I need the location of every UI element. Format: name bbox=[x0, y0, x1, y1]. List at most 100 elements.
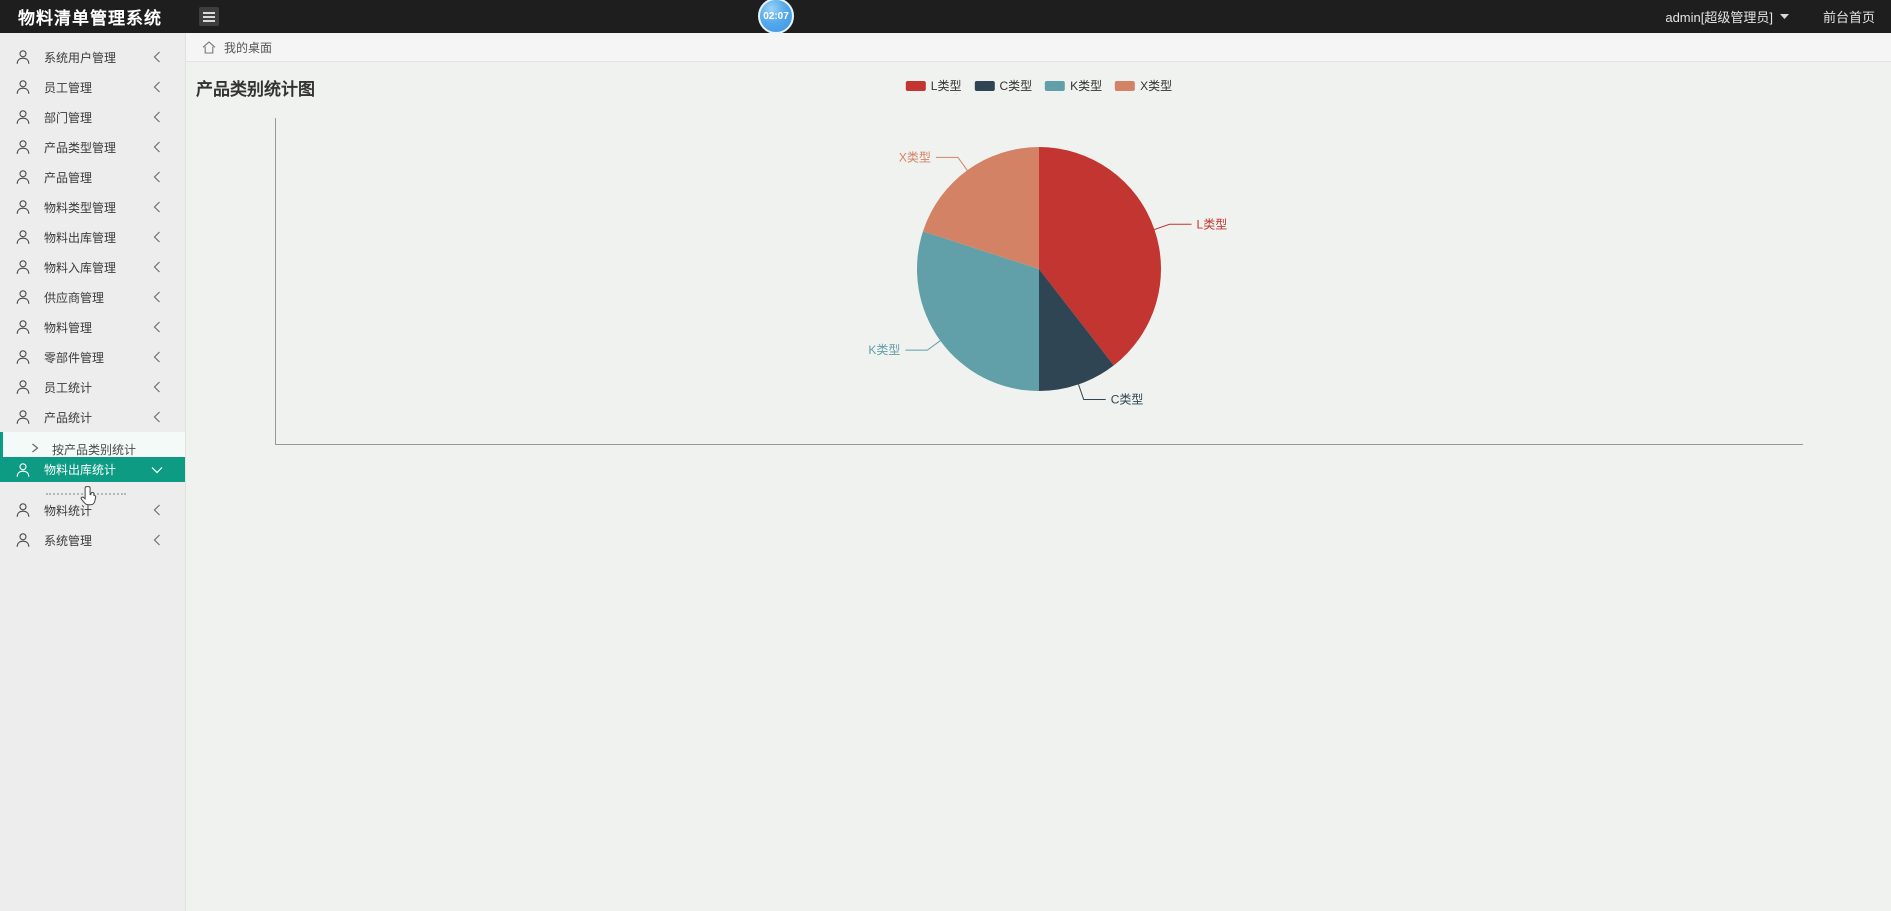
sidebar-item-11[interactable]: 员工统计 bbox=[0, 372, 185, 402]
user-icon bbox=[16, 50, 30, 64]
user-icon bbox=[16, 380, 30, 394]
user-icon bbox=[16, 533, 30, 547]
hamburger-menu-button[interactable] bbox=[199, 7, 219, 26]
pie-slice-2[interactable] bbox=[917, 231, 1039, 391]
legend-label: X类型 bbox=[1140, 79, 1173, 93]
sidebar-item-label: 系统用户管理 bbox=[44, 50, 117, 65]
user-icon bbox=[16, 110, 30, 124]
sidebar-item-6[interactable]: 物料出库管理 bbox=[0, 222, 185, 252]
chevron-left-icon bbox=[153, 51, 160, 63]
sidebar-item-label: 物料管理 bbox=[44, 320, 93, 335]
hamburger-icon bbox=[203, 11, 215, 14]
mouse-cursor-icon bbox=[80, 486, 97, 506]
chevron-left-icon bbox=[153, 171, 160, 183]
pie-slice-3[interactable] bbox=[922, 147, 1039, 269]
topbar: 物料清单管理系统 02:07 admin[超级管理员] 前台首页 bbox=[0, 0, 1891, 34]
sidebar-item-label: 员工统计 bbox=[44, 380, 93, 395]
user-icon bbox=[16, 170, 30, 184]
sidebar-item-0[interactable]: 系统用户管理 bbox=[0, 42, 185, 72]
chart-legend: L类型 C类型 K类型 X类型 bbox=[905, 77, 1172, 94]
legend-item-0[interactable]: L类型 bbox=[905, 77, 962, 94]
sidebar-item-17[interactable]: 系统管理 bbox=[0, 525, 185, 555]
breadcrumb-label: 我的桌面 bbox=[224, 40, 273, 55]
user-icon bbox=[16, 140, 30, 154]
chevron-down-icon bbox=[151, 466, 163, 473]
sidebar-item-16[interactable]: 物料统计 bbox=[0, 495, 185, 525]
sidebar-item-1[interactable]: 员工管理 bbox=[0, 72, 185, 102]
app-body: 系统用户管理 员工管理部门管理产品类型管理 产品管理物料类型管理 物料出库管理物料入库… bbox=[0, 33, 1891, 911]
home-icon bbox=[202, 40, 216, 54]
chevron-left-icon bbox=[153, 534, 160, 546]
arrow-right-icon bbox=[32, 443, 39, 453]
sidebar: 系统用户管理 员工管理部门管理产品类型管理 产品管理物料类型管理 物料出库管理物料入库… bbox=[0, 33, 186, 911]
sidebar-item-label: 系统管理 bbox=[44, 533, 93, 548]
content: 产品类别统计图 L类型 C类型 K类型 X类型 L类型 C类型 K类型 X类型 bbox=[186, 62, 1891, 911]
sidebar-item-label: 产品类型管理 bbox=[44, 140, 117, 155]
sidebar-item-label: 物料统计 bbox=[44, 503, 93, 518]
pie-slice-1[interactable] bbox=[1039, 269, 1114, 391]
legend-swatch bbox=[905, 80, 926, 91]
caret-down-icon bbox=[1779, 14, 1789, 19]
sidebar-item-label: 部门管理 bbox=[44, 110, 93, 125]
user-icon bbox=[16, 230, 30, 244]
sidebar-item-7[interactable]: 物料入库管理 bbox=[0, 252, 185, 282]
sidebar-item-label: 物料出库统计 bbox=[44, 463, 117, 477]
sidebar-item-10[interactable]: 零部件管理 bbox=[0, 342, 185, 372]
sidebar-item-2[interactable]: 部门管理 bbox=[0, 102, 185, 132]
user-icon bbox=[16, 503, 30, 517]
sidebar-item-label: 产品统计 bbox=[44, 410, 93, 425]
chevron-left-icon bbox=[153, 231, 160, 243]
user-dropdown[interactable]: admin[超级管理员] bbox=[1665, 7, 1789, 26]
clock-avatar-badge[interactable]: 02:07 bbox=[758, 0, 794, 34]
legend-label: K类型 bbox=[1070, 79, 1103, 93]
chevron-left-icon bbox=[153, 291, 160, 303]
sidebar-item-4[interactable]: 产品管理 bbox=[0, 162, 185, 192]
sidebar-item-8[interactable]: 供应商管理 bbox=[0, 282, 185, 312]
chevron-left-icon bbox=[153, 201, 160, 213]
chevron-left-icon bbox=[153, 504, 160, 516]
legend-label: C类型 bbox=[999, 79, 1033, 93]
sidebar-item-label: 物料类型管理 bbox=[44, 200, 117, 215]
legend-swatch bbox=[974, 80, 995, 91]
pie-slice-0[interactable] bbox=[1039, 147, 1161, 366]
user-icon bbox=[16, 80, 30, 94]
chevron-left-icon bbox=[153, 81, 160, 93]
user-icon bbox=[16, 462, 30, 477]
chevron-left-icon bbox=[153, 351, 160, 363]
user-icon bbox=[16, 260, 30, 274]
user-icon bbox=[16, 200, 30, 214]
sidebar-item-label: 产品管理 bbox=[44, 170, 93, 185]
chevron-left-icon bbox=[153, 411, 160, 423]
sidebar-item-label: 供应商管理 bbox=[44, 290, 105, 305]
sidebar-item-12[interactable]: 产品统计 bbox=[0, 402, 185, 432]
legend-item-1[interactable]: C类型 bbox=[974, 77, 1032, 94]
user-label: admin[超级管理员] bbox=[1665, 10, 1773, 25]
topbar-right: admin[超级管理员] 前台首页 bbox=[1665, 7, 1891, 26]
chevron-left-icon bbox=[153, 111, 160, 123]
legend-swatch bbox=[1115, 80, 1136, 91]
sidebar-item-3[interactable]: 产品类型管理 bbox=[0, 132, 185, 162]
sidebar-item-active[interactable]: 物料出库统计 bbox=[0, 457, 185, 482]
user-icon bbox=[16, 350, 30, 364]
sidebar-subitem-13[interactable]: 按产品类别统计 bbox=[0, 432, 185, 457]
chevron-left-icon bbox=[153, 321, 160, 333]
frontend-home-link[interactable]: 前台首页 bbox=[1822, 10, 1875, 25]
app-title: 物料清单管理系统 bbox=[18, 9, 162, 28]
legend-swatch bbox=[1045, 80, 1066, 91]
legend-label: L类型 bbox=[930, 79, 962, 93]
breadcrumb-home[interactable]: 我的桌面 bbox=[202, 39, 272, 56]
sidebar-item-5[interactable]: 物料类型管理 bbox=[0, 192, 185, 222]
sidebar-item-label: 物料出库管理 bbox=[44, 230, 117, 245]
chevron-left-icon bbox=[153, 141, 160, 153]
legend-item-2[interactable]: K类型 bbox=[1045, 77, 1102, 94]
user-icon bbox=[16, 410, 30, 424]
user-icon bbox=[16, 290, 30, 304]
breadcrumb-bar: 我的桌面 bbox=[186, 33, 1891, 62]
page-title: 产品类别统计图 bbox=[196, 80, 315, 99]
sidebar-item-9[interactable]: 物料管理 bbox=[0, 312, 185, 342]
main-area: 我的桌面 产品类别统计图 L类型 C类型 K类型 X类型 L类型 C类型 K类型 X类型 bbox=[186, 33, 1891, 911]
chevron-left-icon bbox=[153, 381, 160, 393]
legend-item-3[interactable]: X类型 bbox=[1115, 77, 1172, 94]
user-icon bbox=[16, 320, 30, 334]
sidebar-item-label: 员工管理 bbox=[44, 80, 93, 95]
